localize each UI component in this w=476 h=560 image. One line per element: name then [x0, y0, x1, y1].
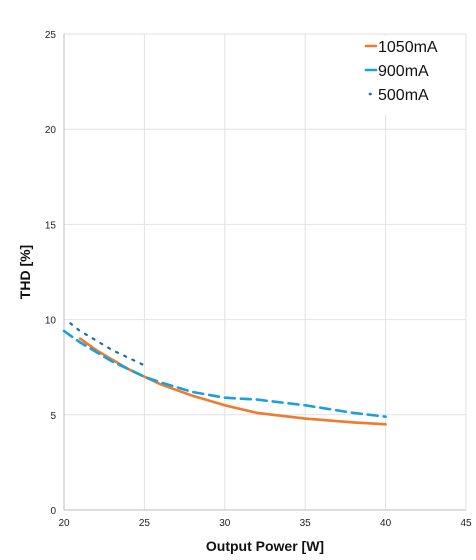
y-tick-label: 5	[50, 411, 56, 422]
x-axis-title: Output Power [W]	[206, 538, 324, 554]
series-line-900ma	[62, 329, 387, 418]
legend-box	[361, 35, 465, 115]
y-tick-label: 25	[45, 30, 57, 41]
series-line-500ma	[69, 322, 146, 367]
y-axis-title: THD [%]	[17, 245, 33, 299]
legend-label: 500mA	[378, 87, 429, 104]
grid	[63, 33, 467, 511]
x-tick-label: 40	[380, 518, 392, 529]
x-tick-label: 45	[460, 518, 472, 529]
x-tick-label: 30	[219, 518, 231, 529]
x-tick-label: 20	[58, 518, 70, 529]
axes: 20 25 30 35 40 45 0 5 10 15 20 25	[45, 30, 472, 529]
y-tick-label: 15	[45, 220, 57, 231]
series-line-1050ma	[78, 337, 387, 426]
x-tick-label: 25	[139, 518, 151, 529]
y-tick-label: 10	[45, 316, 57, 327]
y-tick-label: 20	[45, 125, 57, 136]
legend: 1050mA 900mA 500mA	[361, 35, 465, 115]
series-lines	[62, 322, 387, 426]
x-tick-label: 35	[300, 518, 312, 529]
y-tick-label: 0	[50, 506, 56, 517]
legend-label: 900mA	[378, 63, 429, 80]
legend-label: 1050mA	[378, 39, 438, 56]
